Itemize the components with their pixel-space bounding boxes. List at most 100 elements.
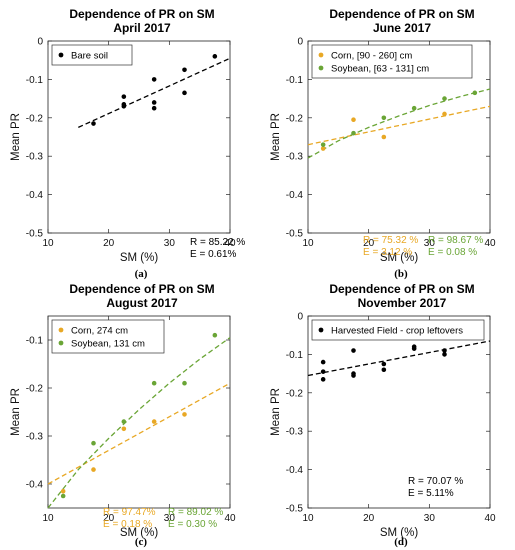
y-tick-label: -0.1	[26, 75, 44, 86]
data-point-series-0	[320, 369, 326, 374]
data-point-series-0	[381, 367, 387, 373]
stat-annotation: R = 70.07 %	[408, 476, 463, 487]
data-point-series-0	[151, 77, 157, 82]
chart-title: Dependence of PR on SM	[69, 282, 214, 296]
legend-label: Harvested Field - crop leftovers	[331, 325, 463, 336]
y-tick-label: -0.4	[26, 480, 44, 491]
data-point-series-0	[182, 412, 187, 417]
y-tick-label: -0.2	[26, 384, 44, 395]
x-tick-label: 20	[103, 238, 115, 249]
data-point-series-1	[320, 142, 326, 147]
panel-caption: (b)	[394, 268, 408, 280]
x-axis-label: SM (%)	[120, 527, 159, 539]
y-tick-label: -0.4	[286, 465, 304, 476]
x-tick-label: 30	[164, 238, 176, 249]
chart-subtitle: November 2017	[358, 296, 447, 310]
y-tick-label: -0.3	[286, 152, 304, 163]
data-point-series-1	[182, 380, 187, 386]
stat-annotation: R = 97.47%	[103, 507, 156, 518]
fit-line-series-1	[47, 337, 231, 509]
data-point-series-0	[182, 90, 187, 96]
x-tick-label: 10	[302, 513, 314, 524]
stat-annotation: R = 75.32 %	[363, 235, 418, 246]
x-axis-label: SM (%)	[380, 527, 419, 539]
data-point-series-1	[151, 380, 157, 386]
y-tick-label: -0.5	[286, 504, 304, 515]
stat-annotation: E = 0.61%	[190, 249, 237, 260]
legend-box	[311, 319, 485, 341]
stat-annotation: E = 5.11%	[408, 488, 454, 499]
x-tick-label: 30	[424, 513, 436, 524]
data-point-series-0	[442, 348, 447, 353]
y-tick-label: 0	[37, 37, 43, 48]
stat-annotation: E = 0.18 %	[103, 519, 152, 530]
fit-line-series-1	[307, 88, 491, 159]
legend-box	[311, 44, 473, 79]
data-point-series-0	[442, 352, 447, 357]
x-tick-label: 10	[302, 238, 314, 249]
panel-caption: (d)	[394, 536, 408, 548]
x-tick-label: 20	[103, 513, 115, 524]
legend: Corn, [90 - 260] cm Soybean, [63 - 131] c…	[311, 44, 473, 79]
data-point-series-1	[60, 493, 66, 499]
data-point-series-0	[212, 54, 218, 59]
chart-subtitle: August 2017	[106, 296, 178, 310]
stat-annotation: R = 85.22 %	[190, 237, 245, 248]
fit-line-series-0	[78, 57, 231, 128]
legend: Corn, 274 cm Soybean, 131 cm	[51, 319, 165, 354]
x-tick-label: 40	[224, 513, 236, 524]
data-point-series-0	[91, 467, 96, 472]
data-point-series-1	[472, 90, 478, 96]
data-point-series-0	[60, 488, 66, 494]
y-axis-label: Mean PR	[270, 388, 282, 436]
legend-box	[51, 44, 133, 66]
legend-marker	[318, 52, 324, 58]
legend-marker	[318, 65, 324, 71]
stat-annotation: R = 89.02 %	[168, 507, 223, 518]
x-tick-label: 30	[424, 238, 436, 249]
stat-annotation: E = 0.08 %	[428, 247, 477, 258]
legend-label: Soybean, 131 cm	[71, 338, 145, 349]
y-axis-label: Mean PR	[10, 113, 22, 161]
plot-frame	[47, 40, 231, 234]
data-point-series-0	[351, 373, 356, 378]
x-tick-label: 20	[363, 238, 375, 249]
y-tick-label: 0	[297, 37, 303, 48]
y-tick-label: -0.5	[26, 229, 44, 240]
stat-annotation: E = 3.12 %	[363, 247, 412, 258]
data-point-series-0	[121, 94, 127, 99]
legend-marker	[58, 52, 64, 58]
data-point-series-0	[320, 377, 326, 382]
data-point-series-1	[442, 96, 447, 101]
legend-label: Bare soil	[71, 50, 108, 61]
y-tick-label: -0.1	[286, 350, 304, 361]
data-point-series-1	[351, 130, 356, 136]
data-point-series-0	[381, 134, 387, 140]
data-point-series-1	[381, 115, 387, 121]
legend-marker	[58, 327, 64, 333]
data-point-series-0	[381, 361, 387, 367]
y-tick-label: -0.1	[286, 75, 304, 86]
chart-subtitle: April 2017	[113, 21, 171, 35]
panel-caption: (a)	[135, 268, 148, 280]
y-tick-label: -0.1	[26, 336, 44, 347]
panel-caption: (c)	[135, 536, 148, 548]
x-tick-label: 10	[42, 513, 54, 524]
fit-line-series-0	[47, 382, 231, 485]
data-point-series-0	[442, 111, 447, 117]
x-tick-label: 30	[164, 513, 176, 524]
legend-marker	[58, 340, 64, 346]
data-point-series-0	[151, 105, 157, 111]
chart-subtitle: June 2017	[373, 21, 431, 35]
data-point-series-1	[121, 419, 127, 424]
y-tick-label: -0.3	[26, 152, 44, 163]
data-point-series-0	[151, 100, 157, 105]
plot-frame	[307, 315, 491, 509]
legend-label: Soybean, [63 - 131] cm	[331, 63, 429, 74]
x-axis-label: SM (%)	[380, 252, 419, 264]
y-tick-label: -0.4	[286, 190, 304, 201]
data-point-series-1	[212, 332, 218, 338]
